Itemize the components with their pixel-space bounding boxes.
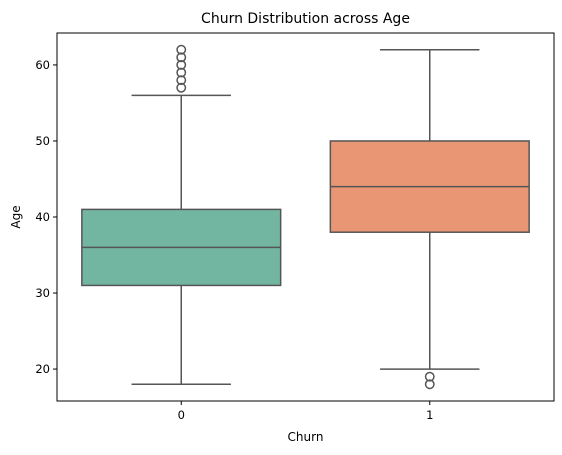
outlier-point [176,44,187,55]
outlier-point [424,371,435,382]
outlier-point [176,82,187,93]
box-group-1 [329,48,530,390]
x-axis-label: Churn [288,430,324,444]
box-group-0 [81,44,282,386]
chart-title: Churn Distribution across Age [201,11,410,27]
outlier-point [176,67,187,78]
y-tick-label: 60 [35,58,50,72]
y-tick-label: 30 [35,286,50,300]
outlier-point [424,379,435,390]
y-tick-label: 40 [35,210,50,224]
outlier-point [176,75,187,86]
outlier-point [176,52,187,63]
x-tick-label: 1 [426,408,433,422]
y-tick-label: 50 [35,134,50,148]
y-axis-label: Age [9,205,23,228]
x-tick-label: 0 [178,408,185,422]
y-tick-label: 20 [35,362,50,376]
y-axis: 20 30 40 50 60 [35,58,57,376]
outlier-point [176,59,187,70]
plot-area [81,44,530,390]
